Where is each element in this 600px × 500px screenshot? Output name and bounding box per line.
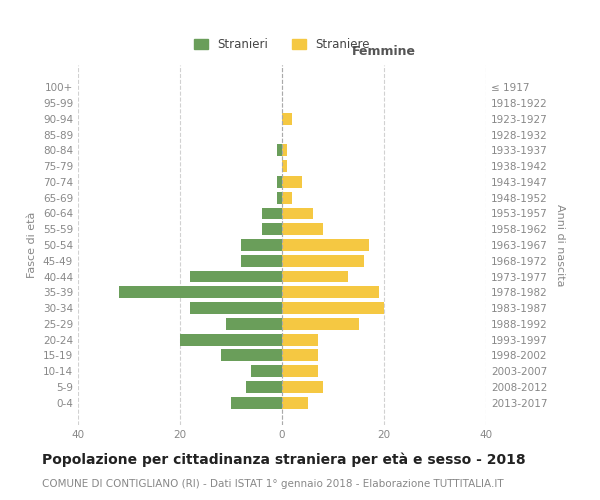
Bar — [231, 397, 282, 408]
Bar — [282, 350, 318, 362]
Bar — [262, 208, 282, 220]
Bar — [241, 239, 282, 251]
Bar — [180, 334, 282, 345]
Bar — [246, 381, 282, 393]
Bar — [277, 192, 282, 203]
Bar — [282, 366, 318, 377]
Bar — [282, 334, 318, 345]
Bar — [262, 224, 282, 235]
Bar — [282, 144, 287, 156]
Bar — [190, 270, 282, 282]
Bar — [226, 318, 282, 330]
Legend: Stranieri, Straniere: Stranieri, Straniere — [190, 35, 374, 55]
Bar — [282, 192, 292, 203]
Bar — [282, 113, 292, 124]
Bar — [282, 160, 287, 172]
Bar — [277, 144, 282, 156]
Bar — [277, 176, 282, 188]
Bar — [251, 366, 282, 377]
Bar — [241, 255, 282, 266]
Bar — [282, 239, 369, 251]
Text: Femmine: Femmine — [352, 45, 416, 58]
Bar — [282, 176, 302, 188]
Bar — [282, 381, 323, 393]
Bar — [282, 208, 313, 220]
Bar — [282, 270, 348, 282]
Bar — [190, 302, 282, 314]
Bar — [282, 318, 359, 330]
Bar — [221, 350, 282, 362]
Bar — [282, 286, 379, 298]
Bar — [282, 255, 364, 266]
Bar — [119, 286, 282, 298]
Bar — [282, 224, 323, 235]
Text: COMUNE DI CONTIGLIANO (RI) - Dati ISTAT 1° gennaio 2018 - Elaborazione TUTTITALI: COMUNE DI CONTIGLIANO (RI) - Dati ISTAT … — [42, 479, 503, 489]
Text: Popolazione per cittadinanza straniera per età e sesso - 2018: Popolazione per cittadinanza straniera p… — [42, 452, 526, 467]
Bar — [282, 397, 308, 408]
Y-axis label: Fasce di età: Fasce di età — [28, 212, 37, 278]
Bar — [282, 302, 384, 314]
Y-axis label: Anni di nascita: Anni di nascita — [554, 204, 565, 286]
